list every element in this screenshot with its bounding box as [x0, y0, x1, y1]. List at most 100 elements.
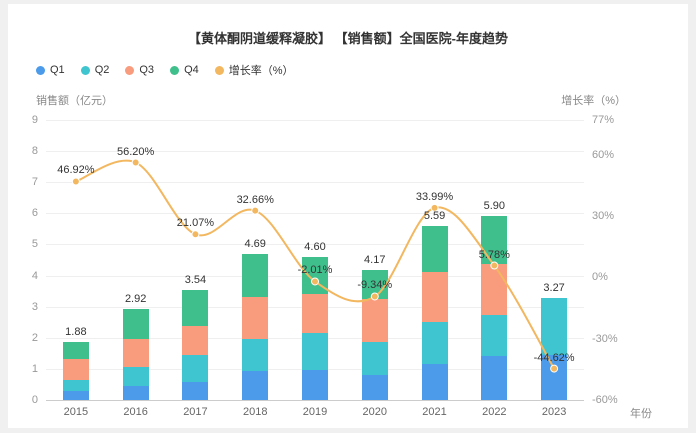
- legend-label: Q3: [139, 64, 155, 76]
- legend-label: Q4: [184, 64, 199, 76]
- y-axis-left-tick: 1: [31, 362, 38, 375]
- line-point-2022[interactable]: [490, 261, 499, 270]
- x-axis-tick: 2019: [302, 406, 328, 418]
- bar-q2-2015[interactable]: [62, 379, 89, 391]
- bar-total-label: 5.90: [483, 200, 506, 213]
- legend-item-q1[interactable]: Q1: [36, 64, 65, 76]
- line-point-2017[interactable]: [191, 230, 200, 239]
- y-axis-left-tick: 6: [31, 207, 38, 220]
- bar-total-label: 5.59: [423, 210, 446, 223]
- bar-q1-2018[interactable]: [242, 371, 269, 400]
- x-axis-title: 年份: [630, 408, 652, 420]
- bar-q1-2022[interactable]: [481, 356, 508, 400]
- bar-q2-2023[interactable]: [541, 298, 568, 355]
- line-point-2023[interactable]: [550, 364, 559, 373]
- bar-q2-2017[interactable]: [182, 354, 209, 382]
- bar-q2-2020[interactable]: [361, 342, 388, 376]
- gridline: [46, 213, 584, 215]
- legend-item-q2[interactable]: Q2: [80, 64, 110, 76]
- y-axis-right-tick: 0%: [592, 271, 608, 284]
- y-axis-right-tick: 30%: [592, 210, 615, 223]
- bar-q4-2018[interactable]: [242, 254, 269, 297]
- growth-rate-label: -9.34%: [357, 279, 393, 292]
- y-axis-left-tick: 7: [31, 176, 38, 189]
- bar-q4-2016[interactable]: [122, 309, 149, 340]
- y-axis-right-tick: -30%: [592, 332, 618, 345]
- y-axis-left-tick: 9: [31, 114, 38, 126]
- chart-title: 【黄体酮阴道缓释凝胶】 【销售额】全国医院-年度趋势: [188, 31, 508, 46]
- bar-q3-2019[interactable]: [302, 294, 328, 334]
- line-point-2018[interactable]: [251, 206, 260, 215]
- bar-total-label: 1.88: [65, 325, 87, 338]
- y-axis-left-tick: 2: [31, 331, 38, 344]
- growth-rate-label: 5.78%: [478, 248, 510, 261]
- legend-item-q3[interactable]: Q3: [125, 64, 154, 76]
- legend-marker-icon: [125, 65, 135, 75]
- bar-q1-2015[interactable]: [62, 390, 89, 400]
- bar-total-label: 2.92: [124, 293, 147, 306]
- line-point-2021[interactable]: [430, 203, 439, 212]
- bar-q2-2016[interactable]: [122, 367, 149, 386]
- bar-q1-2016[interactable]: [122, 386, 149, 400]
- bar-q2-2022[interactable]: [481, 315, 508, 357]
- line-point-2020[interactable]: [370, 292, 379, 301]
- bar-q4-2021[interactable]: [421, 226, 448, 272]
- legend-label: Q2: [94, 64, 110, 76]
- y-axis-left-tick: 0: [31, 394, 38, 406]
- bar-total-label: 4.60: [304, 240, 326, 253]
- legend-marker-icon: [214, 65, 224, 75]
- bar-q4-2015[interactable]: [62, 341, 89, 359]
- legend-item-growth-rate[interactable]: 增长率（%）: [214, 62, 294, 78]
- bar-q2-2019[interactable]: [302, 333, 328, 370]
- line-point-2016[interactable]: [131, 158, 140, 167]
- bar-total-label: 4.17: [364, 254, 386, 267]
- gridline: [46, 400, 584, 401]
- bar-q3-2021[interactable]: [421, 271, 448, 323]
- growth-rate-label: -2.01%: [297, 264, 333, 277]
- bar-q1-2021[interactable]: [421, 364, 448, 400]
- bar-total-label: 3.27: [543, 282, 565, 295]
- bar-total-label: 3.54: [184, 273, 207, 286]
- growth-rate-label: 46.92%: [57, 164, 95, 177]
- growth-rate-label: 32.66%: [236, 193, 274, 206]
- y-axis-left-tick: 8: [31, 145, 38, 158]
- legend: Q1 Q2 Q3 Q4 增长率（%）: [36, 62, 294, 78]
- bar-q3-2020[interactable]: [361, 298, 388, 343]
- gridline: [46, 182, 584, 184]
- y-axis-right-tick: 60%: [592, 148, 615, 161]
- bar-q2-2018[interactable]: [242, 338, 269, 372]
- bar-q1-2017[interactable]: [182, 381, 209, 400]
- y-axis-right-tick: -60%: [592, 394, 618, 406]
- x-axis-tick: 2023: [541, 406, 567, 418]
- line-point-2015[interactable]: [71, 177, 80, 186]
- bar-q2-2021[interactable]: [421, 322, 448, 365]
- y-axis-left-tick: 5: [31, 238, 38, 251]
- x-axis-tick: 2018: [242, 406, 268, 418]
- legend-item-q4[interactable]: Q4: [170, 64, 199, 76]
- legend-marker-icon: [80, 65, 90, 75]
- bar-q3-2016[interactable]: [122, 339, 149, 368]
- y-axis-left-tick: 4: [31, 269, 38, 282]
- x-axis-tick: 2017: [183, 406, 208, 418]
- bar-q1-2020[interactable]: [361, 375, 388, 400]
- bar-q1-2019[interactable]: [302, 369, 328, 400]
- legend-label: Q1: [50, 64, 65, 76]
- bar-q3-2018[interactable]: [242, 296, 269, 339]
- plot-area: 9 8 7 6 5 4 3 2 1 0 77% 60% 30% 0% -30% -60% 1.88 2015 2.9…: [8, 4, 688, 428]
- legend-label: 增长率（%）: [228, 65, 294, 77]
- x-axis-tick: 2020: [362, 406, 387, 418]
- line-point-2019[interactable]: [311, 277, 319, 286]
- y-axis-right-tick: 77%: [592, 114, 615, 126]
- gridline: [46, 151, 584, 153]
- right-axis-title: 增长率（%）: [561, 95, 626, 107]
- bar-q3-2022[interactable]: [481, 263, 508, 316]
- legend-marker-icon: [36, 65, 45, 75]
- gridline: [46, 120, 584, 121]
- chart-card: 【黄体酮阴道缓释凝胶】 【销售额】全国医院-年度趋势 Q1 Q2 Q3 Q4 增长率（%…: [8, 4, 688, 428]
- bar-q4-2017[interactable]: [182, 289, 209, 326]
- x-axis-tick: 2022: [482, 406, 507, 418]
- growth-rate-line: [71, 158, 559, 373]
- bar-q3-2015[interactable]: [62, 358, 89, 380]
- growth-rate-label: -44.62%: [533, 351, 575, 364]
- bar-q3-2017[interactable]: [182, 325, 209, 355]
